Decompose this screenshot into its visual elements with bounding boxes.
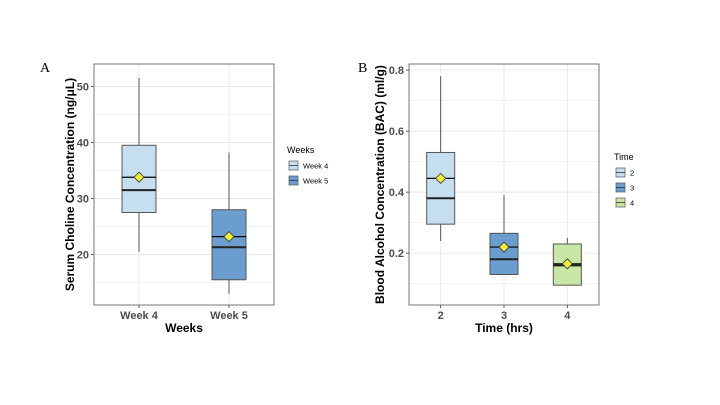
legend-label: 3	[630, 184, 634, 193]
y-axis-title: Blood Alcohol Concentration (BAC) (ml/g)	[373, 65, 387, 304]
legend-label: 2	[630, 169, 634, 178]
box-2	[489, 195, 519, 275]
box-1	[426, 76, 456, 241]
y-axis-title: Serum Choline Concentration (ng/μL)	[63, 78, 77, 291]
legend-item: 2	[615, 167, 634, 178]
legend-item: 3	[615, 182, 634, 193]
panel-label-a: A	[40, 61, 51, 76]
mean-marker	[561, 258, 573, 270]
x-axis-title: Weeks	[165, 321, 203, 335]
x-tick-label: Week 5	[210, 310, 248, 322]
y-tick-label: 30	[77, 194, 89, 206]
x-tick-label: 4	[564, 310, 571, 322]
mean-marker	[498, 241, 510, 253]
mean-marker	[223, 231, 235, 243]
legend-title: Weeks	[287, 145, 315, 155]
x-tick-label: 3	[501, 310, 507, 322]
panel-label-b: B	[358, 61, 367, 76]
box-body	[489, 232, 519, 275]
legend-label: 4	[630, 199, 634, 208]
mean-marker	[133, 171, 145, 183]
legend: Time 2 3 4	[614, 152, 634, 208]
y-tick-label: 50	[77, 81, 89, 93]
y-tick-label: 20	[77, 250, 89, 262]
x-tick-label: 2	[438, 310, 444, 322]
plot-frame	[408, 63, 600, 306]
box-body	[211, 209, 247, 281]
x-tick-label: Week 4	[120, 310, 159, 322]
mean-marker	[435, 172, 447, 184]
chart-panel-a: 20 30 40 50 Week 4 Week 5 Weeks Serum Choline C…	[63, 63, 328, 335]
y-tick-label: 0.2	[389, 248, 404, 260]
legend-item: Week 4	[288, 160, 328, 171]
legend-label: Week 5	[303, 177, 328, 186]
legend: Weeks Week 4 Week 5	[287, 145, 328, 186]
box-1	[121, 78, 157, 252]
legend-item: Week 5	[288, 175, 328, 186]
y-tick-label: 0.6	[389, 126, 404, 138]
plot-frame	[93, 63, 275, 306]
legend-title: Time	[614, 152, 634, 162]
y-tick-label: 0.8	[389, 65, 404, 77]
y-tick-label: 0.4	[389, 187, 405, 199]
x-axis-title: Time (hrs)	[475, 321, 533, 335]
legend-label: Week 4	[303, 162, 328, 171]
chart-panel-b: 0.2 0.4 0.6 0.8 2 3 4 Time (hrs) Blood Alcohol C…	[373, 63, 634, 335]
y-tick-label: 40	[77, 137, 89, 149]
box-body	[426, 151, 456, 225]
box-2	[211, 152, 247, 294]
box-3	[552, 237, 582, 286]
legend-item: 4	[615, 197, 634, 208]
